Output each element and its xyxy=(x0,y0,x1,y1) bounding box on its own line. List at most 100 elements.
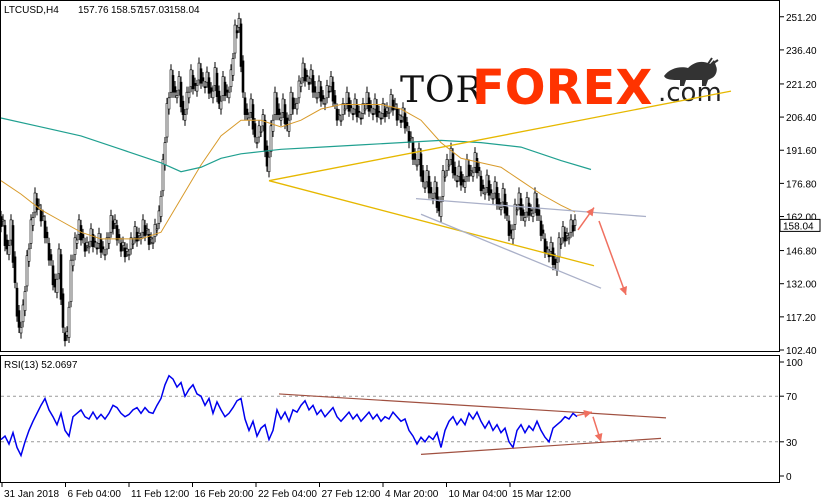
candle xyxy=(161,153,165,197)
time-tick-label: 22 Feb 04:00 xyxy=(258,489,317,500)
candle xyxy=(51,260,55,291)
candle xyxy=(337,109,341,121)
candle xyxy=(67,301,71,344)
price-panel xyxy=(0,0,780,352)
candle xyxy=(457,160,461,182)
candle xyxy=(21,299,25,328)
candle xyxy=(75,234,79,249)
candle xyxy=(241,55,245,98)
candle xyxy=(151,236,155,249)
candle xyxy=(297,75,301,104)
rsi-trendline xyxy=(420,437,662,455)
candle xyxy=(349,100,353,114)
candle xyxy=(19,321,23,339)
candle xyxy=(279,112,283,126)
candle xyxy=(71,254,75,272)
candle xyxy=(127,248,131,261)
time-tick-label: 27 Feb 12:00 xyxy=(322,489,381,500)
candle xyxy=(461,173,465,188)
candle xyxy=(107,232,111,249)
candle xyxy=(351,107,355,121)
candle xyxy=(49,248,53,266)
candle xyxy=(259,125,263,138)
price-trendline xyxy=(415,197,647,218)
candle xyxy=(87,241,91,254)
rsi-plot xyxy=(0,374,667,458)
candle xyxy=(553,253,557,271)
candle xyxy=(125,243,129,257)
candle xyxy=(153,218,157,243)
candle xyxy=(217,85,221,110)
ma-slow-line xyxy=(0,117,592,173)
candle xyxy=(403,107,407,134)
candle xyxy=(5,234,9,255)
price-tick-label: 236.40 xyxy=(786,46,817,57)
candle xyxy=(455,175,459,188)
candle xyxy=(537,204,541,221)
candle xyxy=(419,148,423,182)
candle xyxy=(183,109,187,126)
candle xyxy=(157,205,161,229)
price-tick-label: 176.80 xyxy=(786,179,817,190)
price-axis-ticks: 251.20 236.40 221.20 206.40 191.60 176.80 162.… xyxy=(779,13,817,357)
candle xyxy=(93,235,97,248)
candle xyxy=(215,67,219,103)
candle xyxy=(119,237,123,257)
candle xyxy=(95,242,99,255)
candle xyxy=(193,77,197,92)
candle xyxy=(541,224,545,239)
candle xyxy=(497,193,501,210)
candle xyxy=(225,84,229,98)
time-tick-label: 10 Mar 04:00 xyxy=(449,489,508,500)
candle xyxy=(573,214,577,232)
candle xyxy=(343,103,347,115)
candle xyxy=(427,170,431,199)
candle xyxy=(491,193,495,205)
ohlc-low: 157.03 xyxy=(139,5,170,16)
candle xyxy=(135,226,139,247)
price-trendline xyxy=(420,213,602,289)
candle xyxy=(523,212,527,227)
candle xyxy=(159,190,163,223)
time-tick-label: 11 Feb 12:00 xyxy=(131,489,190,500)
candle xyxy=(229,64,233,93)
candle xyxy=(507,215,511,242)
price-tick-label: 191.60 xyxy=(786,146,817,157)
rsi-axis-ticks: 100 70 30 0 xyxy=(1,358,803,483)
candle xyxy=(233,19,237,59)
candle xyxy=(377,105,381,118)
candle xyxy=(303,63,307,87)
candle xyxy=(305,69,309,83)
rsi-forecast-arrow xyxy=(576,410,593,418)
candle xyxy=(479,170,483,197)
candle xyxy=(311,69,315,98)
candle xyxy=(41,209,45,221)
candle xyxy=(81,228,85,244)
candle xyxy=(371,107,375,121)
candle xyxy=(195,79,199,97)
candle xyxy=(329,70,333,93)
candle xyxy=(25,250,29,292)
candle xyxy=(443,170,447,182)
candle xyxy=(185,86,189,115)
candle xyxy=(511,224,515,245)
candle xyxy=(131,237,135,249)
rsi-chart-title: RSI(13) 52.0697 xyxy=(4,360,78,371)
candle xyxy=(171,69,175,98)
candle xyxy=(59,248,63,305)
candle xyxy=(321,89,325,105)
candle xyxy=(503,188,507,219)
price-forecast-arrow xyxy=(598,220,628,296)
candle xyxy=(7,240,11,261)
candle xyxy=(85,236,89,252)
price-trendline xyxy=(268,180,595,267)
candle xyxy=(11,219,15,269)
candle xyxy=(267,151,271,178)
candle xyxy=(381,97,385,120)
candle xyxy=(409,131,413,143)
ohlc-close: 158.04 xyxy=(169,5,200,16)
candle xyxy=(563,226,567,247)
time-tick-label: 16 Feb 20:00 xyxy=(195,489,254,500)
candle xyxy=(481,179,485,195)
